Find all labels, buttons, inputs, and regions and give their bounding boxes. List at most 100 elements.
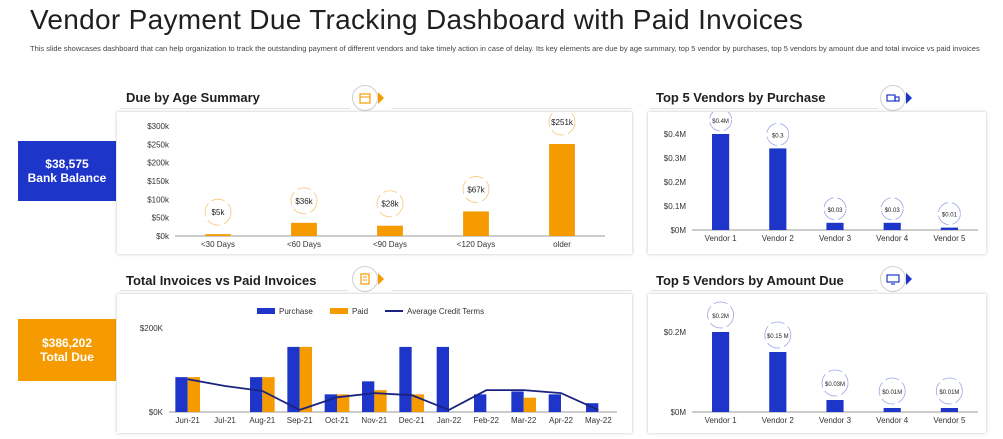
amount-due-panel-title: Top 5 Vendors by Amount Due: [656, 273, 844, 288]
data-label-badge: [462, 176, 490, 203]
x-tick-label: Jun-21: [175, 416, 200, 425]
y-tick-label: $250k: [147, 140, 170, 149]
x-tick-label: May-22: [585, 416, 612, 425]
purchase-bar: [175, 377, 188, 412]
y-tick-label: $0M: [670, 226, 686, 235]
data-label: $0.3: [772, 133, 784, 139]
data-label: $0.03: [885, 208, 901, 214]
bar: [826, 400, 844, 412]
data-label: $28k: [381, 200, 399, 209]
purchase-panel-title: Top 5 Vendors by Purchase: [656, 90, 826, 105]
y-tick-label: $300k: [147, 122, 170, 131]
legend-label: Paid: [352, 307, 368, 316]
purchase-bar: [250, 377, 263, 412]
x-tick-label: Vendor 1: [705, 416, 738, 425]
bank-balance-value: $38,575: [45, 157, 89, 171]
y-tick-label: $0.3M: [664, 154, 687, 163]
invoices-panel-rule-right: [392, 290, 632, 291]
due-by-age-chart: $0k $50k $100k $150k $200k $250k $300k <30 Days…: [147, 108, 605, 249]
x-tick-label: Feb-22: [474, 416, 500, 425]
total-due-label: Total Due: [40, 350, 94, 364]
y-tick-label: $0k: [156, 232, 170, 241]
bar: [377, 225, 403, 236]
bar: [463, 211, 489, 236]
data-label-badge: [878, 377, 906, 405]
x-tick-label: older: [553, 240, 571, 249]
y-tick-label: $0K: [149, 408, 164, 417]
data-label: $0.4M: [712, 119, 729, 125]
total-due-value: $386,202: [41, 336, 93, 350]
x-tick-label: Sep-21: [287, 416, 313, 425]
invoices-vs-paid-chart: $0K $200K Purchase Paid Average Credit Terms…: [140, 307, 617, 425]
legend-swatch: [330, 308, 348, 314]
x-tick-label: Vendor 4: [876, 234, 909, 243]
y-tick-label: $0.2M: [664, 178, 687, 187]
x-tick-label: Vendor 1: [705, 234, 738, 243]
x-tick-label: <120 Days: [457, 240, 495, 249]
bar: [769, 148, 787, 230]
purchase-bar: [548, 394, 561, 412]
data-label: $0.15 M: [767, 334, 789, 340]
purchase-bar: [511, 391, 524, 412]
bar: [826, 222, 844, 230]
amount-due-chart-panel: $0M $0.2M Vendor 1 $0.2M Vendor 2 $0.15 M Vend…: [648, 294, 986, 433]
data-label-badge: [709, 108, 732, 132]
x-tick-label: <60 Days: [287, 240, 321, 249]
data-label: $0.2M: [712, 314, 729, 320]
data-label: $0.01: [942, 213, 958, 219]
paid-bar: [187, 377, 200, 412]
x-tick-label: Oct-21: [325, 416, 350, 425]
invoices-panel-title: Total Invoices vs Paid Invoices: [126, 273, 317, 288]
data-label-badge: [707, 301, 734, 329]
y-tick-label: $200k: [147, 159, 170, 168]
data-label-badge: [935, 377, 963, 405]
monitor-icon: [880, 266, 906, 292]
age-chart-panel: $0k $50k $100k $150k $200k $250k $300k <30 Days…: [117, 108, 632, 254]
paid-bar: [523, 397, 536, 412]
legend-label: Average Credit Terms: [407, 307, 484, 316]
legend-swatch: [257, 308, 275, 314]
paid-bar: [337, 394, 350, 412]
bar: [291, 222, 317, 236]
x-tick-label: Vendor 4: [876, 416, 909, 425]
purchase-bar: [436, 346, 449, 412]
data-label: $5k: [212, 208, 226, 217]
average-credit-terms-line: [187, 378, 599, 411]
x-tick-label: Apr-22: [549, 416, 574, 425]
y-tick-label: $200K: [140, 324, 164, 333]
amount-due-chevron-icon: [906, 273, 912, 285]
purchase-bar: [287, 346, 300, 412]
data-label-badge: [764, 321, 792, 349]
purchase-panel-rule: [650, 108, 878, 109]
y-tick-label: $0.2M: [664, 328, 687, 337]
purchase-bar: [362, 381, 375, 412]
data-label-badge: [290, 187, 318, 215]
bar: [940, 408, 958, 412]
data-label: $67k: [467, 185, 485, 194]
purchase-chevron-icon: [906, 92, 912, 104]
y-tick-label: $100k: [147, 195, 170, 204]
x-tick-label: Jul-21: [214, 416, 236, 425]
top5-amount-due-chart: $0M $0.2M Vendor 1 $0.2M Vendor 2 $0.15 M Vend…: [664, 301, 978, 425]
purchase-bar: [474, 394, 487, 412]
x-tick-label: Dec-21: [399, 416, 425, 425]
y-tick-label: $0.1M: [664, 202, 687, 211]
bar: [883, 222, 901, 230]
bar: [549, 143, 575, 236]
x-tick-label: Nov-21: [361, 416, 387, 425]
data-label: $0.01M: [882, 390, 902, 396]
top5-purchase-chart: $0M $0.1M $0.2M $0.3M $0.4M Vendor 1 $0.4M Vend…: [664, 108, 978, 243]
paid-bar: [299, 346, 312, 412]
bar: [940, 227, 958, 230]
data-label: $0.03: [827, 208, 843, 214]
age-chevron-icon: [378, 92, 384, 104]
data-label: $0.01M: [939, 390, 959, 396]
data-label-badge: [766, 122, 790, 146]
invoices-chart-panel: $0K $200K Purchase Paid Average Credit Terms…: [117, 294, 632, 433]
bar: [883, 408, 901, 412]
x-tick-label: Vendor 5: [933, 234, 966, 243]
age-panel-title: Due by Age Summary: [126, 90, 260, 105]
total-due-card: $386,202 Total Due: [18, 319, 116, 381]
bank-balance-card: $38,575 Bank Balance: [18, 141, 116, 201]
x-tick-label: Jan-22: [437, 416, 462, 425]
